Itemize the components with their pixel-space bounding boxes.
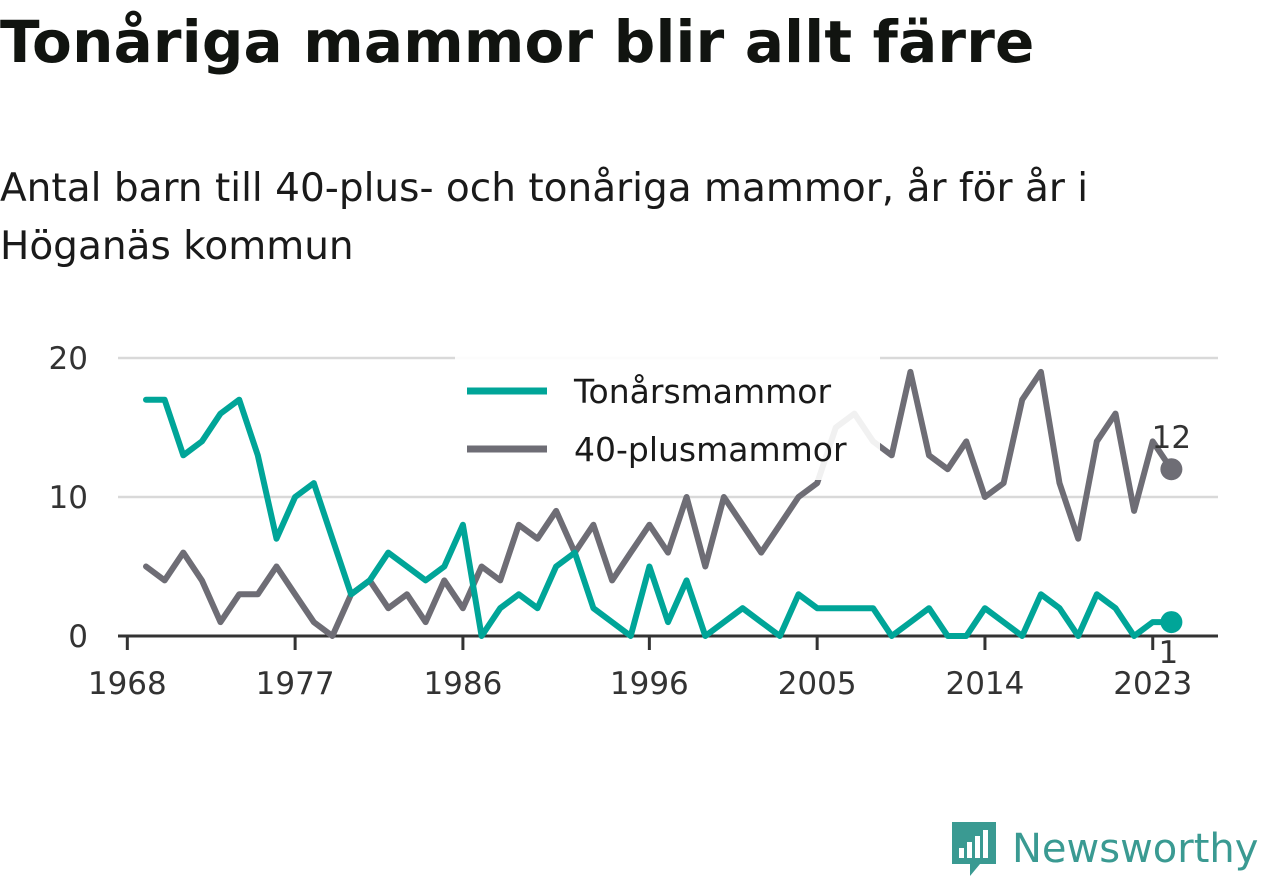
y-axis-ticks: 0 10 20	[49, 341, 88, 655]
legend-label: 40-plusmammor	[574, 430, 847, 469]
series-line-40-plusmammor	[143, 368, 1175, 639]
chart-subtitle: Antal barn till 40-plus- och tonåriga ma…	[0, 166, 1089, 269]
newsworthy-logo-icon	[952, 822, 996, 876]
x-tick-label: 1977	[256, 666, 335, 702]
x-tick-label: 2023	[1113, 666, 1192, 702]
x-tick-label: 1968	[88, 666, 167, 702]
y-tick-label: 0	[68, 619, 88, 655]
chart-title: Tonåriga mammor blir allt färre	[0, 8, 1035, 76]
x-tick-label: 1986	[423, 666, 502, 702]
legend: Tonårsmammor 40-plusmammor	[455, 356, 880, 480]
end-label-40-plusmammor: 12	[1152, 420, 1191, 456]
brand-logo: Newsworthy	[948, 818, 1258, 880]
y-tick-label: 20	[49, 341, 88, 377]
x-tick-label: 2014	[945, 666, 1024, 702]
end-point-tonarsmammor	[1160, 611, 1183, 634]
series-line-tonarsmammor	[143, 396, 1175, 639]
x-tick-label: 2005	[778, 666, 857, 702]
brand-name: Newsworthy	[1012, 826, 1259, 872]
end-label-tonarsmammor: 1	[1159, 635, 1179, 671]
y-tick-label: 10	[49, 480, 88, 516]
end-labels: 12 1	[1152, 420, 1191, 671]
end-point-40-plusmammor	[1160, 458, 1183, 481]
legend-label: Tonårsmammor	[573, 372, 831, 411]
series-lines	[143, 368, 1183, 639]
legend-background	[455, 356, 880, 480]
x-tick-label: 1996	[610, 666, 689, 702]
x-axis: 1968 1977 1986 1996 2005 2014 2023	[88, 634, 1218, 702]
